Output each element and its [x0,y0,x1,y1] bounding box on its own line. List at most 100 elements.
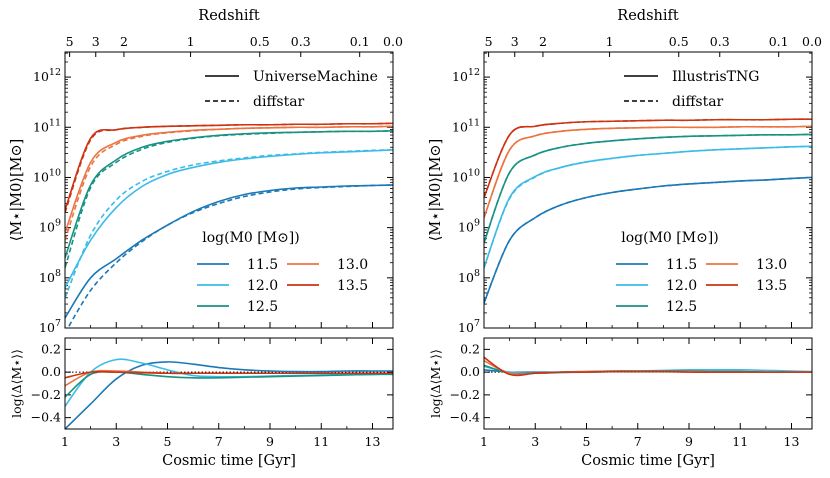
x-tick-label: 11 [313,434,329,449]
resid-y-tick-label: −0.2 [31,387,61,402]
x-tick-label: 3 [112,434,120,449]
series-line-13-5 [484,118,812,198]
legend-mass-label: 13.0 [337,257,368,273]
legend-mass-title: log(M0 [M⊙]) [202,230,299,246]
legend-mass-label: 12.0 [247,278,278,294]
main-panel-frame [64,51,394,329]
resid-y-tick-label: 0.2 [41,341,61,356]
x-tick-label: 5 [164,434,172,449]
resid-y-tick-label: −0.2 [450,387,480,402]
redshift-tick-label: 0.0 [802,34,822,49]
legend-mass-label: 11.5 [247,257,278,273]
x-tick-label: 9 [685,434,693,449]
x-tick-label: 7 [215,434,223,449]
series-line-13-5 [65,122,393,211]
resid-series-group [484,356,812,377]
redshift-tick-label: 0.5 [669,34,689,49]
y-tick-label: 107 [39,318,61,335]
redshift-tick-label: 1 [187,34,195,49]
resid-y-tick-label: 0.0 [460,364,480,379]
resid-y-tick-label: 0.2 [460,341,480,356]
resid-panel-frame [64,337,394,430]
series-resid-12-0 [65,358,393,407]
series-line-12-0 [65,149,393,289]
series-resid-11-5 [65,361,393,429]
y-tick-label: 1010 [452,167,480,184]
x-tick-label: 7 [634,434,642,449]
resid-y-tick-label: 0.0 [41,364,61,379]
redshift-tick-label: 0.3 [291,34,311,49]
legend-mass-label: 13.0 [756,257,787,273]
y-tick-label: 108 [39,268,61,285]
series-fit-11-5 [484,176,812,304]
legend-line-label: diffstar [253,94,305,110]
resid-series-group [65,358,393,429]
resid-y-tick-label: −0.4 [31,410,61,425]
legend-mass-label: 13.5 [756,278,787,294]
x-tick-label: 1 [480,434,488,449]
series-fit-12-0 [65,149,393,299]
y-tick-label: 1011 [33,117,61,134]
main-series-group [484,118,812,304]
x-tick-label: 9 [266,434,274,449]
legend-line-label: IllustrisTNG [672,69,759,85]
y-tick-label: 107 [458,318,480,335]
redshift-tick-label: 0.5 [250,34,270,49]
series-fit-13-0 [65,125,393,241]
x-tick-label: 1 [61,434,69,449]
series-fit-13-5 [484,118,812,198]
redshift-tick-label: 0.0 [383,34,403,49]
legend-mass-label: 13.5 [337,278,368,294]
x-tick-label: 13 [784,434,800,449]
resid-panel-frame [483,337,813,430]
series-resid-12-5 [65,370,393,398]
series-line-13-0 [65,125,393,233]
y-tick-label: 1011 [452,117,480,134]
legend-line-label: UniverseMachine [253,69,378,85]
redshift-tick-label: 0.1 [350,34,370,49]
y-axis-label-resid: log⟨Δ⟨M⋆⟩⟩ [9,349,24,418]
x-tick-label: 5 [583,434,591,449]
legend-mass-label: 11.5 [666,257,697,273]
y-axis-label-main: ⟨M⋆|M0⟩[M⊙] [428,139,444,242]
redshift-tick-label: 2 [120,34,128,49]
x-tick-label: 13 [365,434,381,449]
redshift-tick-label: 5 [66,34,74,49]
redshift-tick-label: 1 [606,34,614,49]
legend-mass-title: log(M0 [M⊙]) [621,230,718,246]
redshift-tick-label: 3 [511,34,519,49]
series-resid-13-5 [65,370,393,379]
x-tick-label: 3 [531,434,539,449]
legend-mass-label: 12.5 [666,299,697,315]
y-tick-label: 109 [458,218,480,235]
legend-line-label: diffstar [672,94,724,110]
redshift-tick-label: 0.3 [710,34,730,49]
series-resid-13-5 [484,356,812,377]
x-axis-label: Cosmic time [Gyr] [581,453,715,469]
y-tick-label: 109 [39,218,61,235]
y-tick-label: 1012 [452,67,480,84]
redshift-tick-label: 3 [92,34,100,49]
series-line-11-5 [65,184,393,319]
series-fit-12-5 [65,129,393,269]
x-tick-label: 11 [732,434,748,449]
series-line-12-0 [484,145,812,269]
x-axis-label: Cosmic time [Gyr] [162,453,296,469]
series-fit-13-5 [65,122,393,213]
series-line-13-0 [484,125,812,218]
redshift-tick-label: 0.1 [769,34,789,49]
series-fit-13-0 [484,125,812,218]
y-tick-label: 108 [458,268,480,285]
series-fit-12-5 [484,133,812,243]
y-axis-label-main: ⟨M⋆|M0⟩[M⊙] [9,139,25,242]
main-panel-frame [483,51,813,329]
redshift-tick-label: 5 [485,34,493,49]
main-series-group [65,122,393,328]
resid-y-tick-label: −0.4 [450,410,480,425]
redshift-axis-title: Redshift [198,8,260,24]
y-tick-label: 1010 [33,167,61,184]
y-tick-label: 1012 [33,67,61,84]
legend-mass-label: 12.5 [247,299,278,315]
series-fit-11-5 [66,184,393,328]
